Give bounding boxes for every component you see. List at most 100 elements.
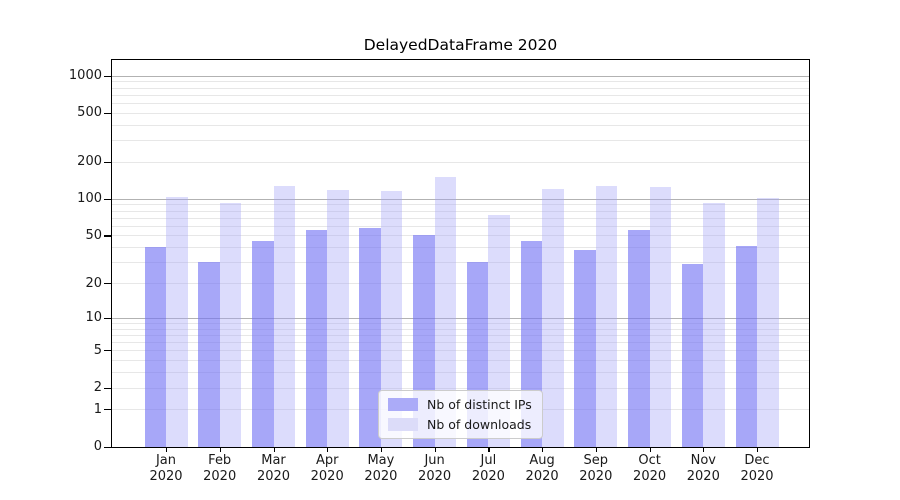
gridline-minor <box>112 360 809 362</box>
x-tick-label: Mar 2020 <box>256 453 291 484</box>
legend-item-downloads: Nb of downloads <box>388 417 532 432</box>
x-tick <box>219 448 221 452</box>
x-tick-label: Oct 2020 <box>633 453 667 484</box>
y-tick-label: 5 <box>93 342 102 358</box>
gridline-minor <box>112 140 809 141</box>
x-tick <box>595 448 597 452</box>
gridline-minor <box>112 235 809 237</box>
gridline-minor <box>112 81 809 83</box>
bar-downloads <box>327 190 349 447</box>
x-tick <box>327 448 329 452</box>
y-tick-label: 2 <box>93 380 102 395</box>
gridline-minor <box>112 387 809 389</box>
x-tick <box>273 448 275 452</box>
bar-downloads <box>595 185 618 447</box>
gridline-minor <box>112 94 809 96</box>
y-tick-label: 0 <box>93 439 102 454</box>
x-tick-label: Sep 2020 <box>579 453 613 484</box>
gridline-minor <box>112 334 809 336</box>
legend-item-distinct-ips: Nb of distinct IPs <box>388 397 532 412</box>
gridline-minor <box>112 217 809 219</box>
y-tick-label: 20 <box>85 275 102 291</box>
y-tick <box>104 409 112 411</box>
x-tick <box>166 448 168 452</box>
gridline-minor <box>112 342 809 343</box>
y-tick <box>104 350 112 352</box>
bar-downloads <box>757 198 779 447</box>
gridline-major <box>112 198 809 200</box>
y-tick <box>104 283 112 285</box>
y-tick-label: 200 <box>77 154 102 170</box>
gridline-minor <box>112 112 809 114</box>
bar-distinct-ips <box>198 262 220 447</box>
legend-swatch-downloads <box>388 418 418 431</box>
x-tick-label: Nov 2020 <box>686 453 720 484</box>
y-tick-label: 1 <box>93 401 102 417</box>
bar-downloads <box>434 176 457 447</box>
gridline-minor <box>112 247 809 249</box>
x-tick <box>434 448 436 452</box>
legend-swatch-distinct-ips <box>388 398 418 411</box>
y-tick-label: 10 <box>85 310 102 326</box>
gridline-minor <box>112 204 809 206</box>
gridline-minor <box>112 328 809 330</box>
y-tick <box>104 235 112 237</box>
gridline-minor <box>112 283 809 284</box>
bar-distinct-ips <box>681 263 704 447</box>
gridline-minor <box>112 124 809 126</box>
bar-downloads <box>219 202 242 447</box>
gridline-major <box>112 317 809 319</box>
x-tick-label: Dec 2020 <box>740 453 774 484</box>
x-tick-label: May 2020 <box>364 453 398 484</box>
chart-title: DelayedDataFrame 2020 <box>363 36 558 54</box>
x-tick <box>649 448 651 452</box>
x-tick <box>380 448 383 452</box>
bar-downloads <box>649 187 672 447</box>
x-tick <box>542 448 544 452</box>
plot-area: Nb of distinct IPs Nb of downloads <box>111 59 810 448</box>
bar-downloads <box>166 196 188 447</box>
y-tick <box>104 317 112 319</box>
y-tick-label: 100 <box>77 191 102 207</box>
gridline-minor <box>112 161 809 163</box>
x-tick-label: Apr 2020 <box>310 453 344 484</box>
bar-downloads <box>488 214 510 447</box>
x-tick-label: Jan 2020 <box>149 453 183 484</box>
x-tick-label: Jun 2020 <box>418 453 452 484</box>
y-tick <box>104 161 112 163</box>
legend-label-downloads: Nb of downloads <box>427 417 532 432</box>
x-tick-label: Jul 2020 <box>471 453 505 484</box>
gridline-minor <box>112 322 809 324</box>
gridline-minor <box>112 262 809 264</box>
plot-inner: Nb of distinct IPs Nb of downloads <box>112 60 809 447</box>
bar-distinct-ips <box>359 227 381 447</box>
x-tick <box>488 448 490 452</box>
y-tick <box>104 75 112 77</box>
gridline-minor <box>112 210 809 212</box>
legend-label-distinct-ips: Nb of distinct IPs <box>427 397 532 412</box>
x-tick <box>703 448 705 452</box>
bar-distinct-ips <box>574 249 596 447</box>
y-tick <box>104 112 112 114</box>
bar-distinct-ips <box>628 230 650 447</box>
gridline-minor <box>112 225 809 227</box>
y-tick <box>104 198 112 200</box>
bar-distinct-ips <box>735 245 757 447</box>
y-tick <box>104 446 112 448</box>
bar-distinct-ips <box>305 230 328 447</box>
bar-distinct-ips <box>252 240 274 447</box>
y-tick <box>104 387 112 389</box>
bar-downloads <box>380 191 403 447</box>
bar-downloads <box>273 185 295 447</box>
x-tick-label: Aug 2020 <box>525 453 559 484</box>
y-tick-label: 500 <box>77 105 102 121</box>
gridline-major <box>112 75 809 77</box>
y-tick-label: 1000 <box>68 68 102 83</box>
gridline-minor <box>112 102 809 104</box>
bar-distinct-ips <box>144 247 166 447</box>
bar-downloads <box>703 202 725 447</box>
bar-downloads <box>542 188 564 447</box>
legend: Nb of distinct IPs Nb of downloads <box>378 390 543 439</box>
x-tick <box>757 448 759 452</box>
